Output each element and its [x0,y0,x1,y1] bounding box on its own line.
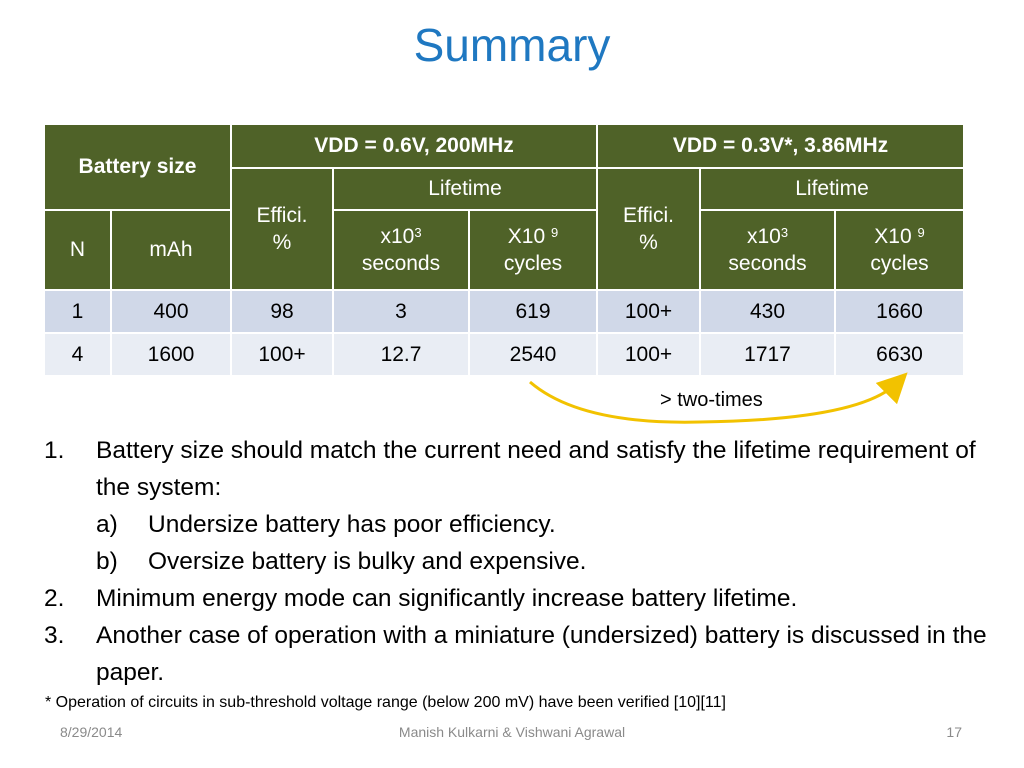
footnote: * Operation of circuits in sub-threshold… [45,694,726,711]
header-seconds-2: x103 seconds [699,209,836,291]
list-item: 2. Minimum energy mode can significantly… [44,580,1004,617]
list-letter: b) [96,548,118,575]
table-cell: 1600 [110,332,232,377]
header-lifetime-2: Lifetime [699,167,965,211]
list-text: Battery size should match the current ne… [96,437,976,501]
list-text: Oversize battery is bulky and expensive. [148,548,587,575]
table-cell: 1 [43,289,112,334]
header-cycles-2: X10 9 cycles [834,209,965,291]
list-number: 2. [44,585,65,612]
summary-table: Battery size VDD = 0.6V, 200MHz VDD = 0.… [43,123,965,377]
header-n: N [43,209,112,291]
footer-authors: Manish Kulkarni & Vishwani Agrawal [398,724,626,740]
table-cell: 1660 [834,289,965,334]
header-cycles-1: X10 9 cycles [468,209,598,291]
table-cell: 3 [332,289,470,334]
table-cell: 6630 [834,332,965,377]
list-subitem: a) Undersize battery has poor efficiency… [44,506,1004,543]
header-vdd-03: VDD = 0.3V*, 3.86MHz [596,123,965,169]
list-number: 3. [44,622,65,649]
list-text: Undersize battery has poor efficiency. [148,511,556,538]
header-mah: mAh [110,209,232,291]
header-efficiency-1: Effici.% [230,167,334,291]
table-cell: 619 [468,289,598,334]
table-cell: 100+ [230,332,334,377]
footer-page-number: 17 [946,724,962,740]
table-cell: 100+ [596,332,701,377]
table-cell: 4 [43,332,112,377]
list-item: 3. Another case of operation with a mini… [44,617,1004,691]
header-vdd-06: VDD = 0.6V, 200MHz [230,123,598,169]
table-cell: 400 [110,289,232,334]
slide-title: Summary [413,19,611,71]
header-efficiency-2: Effici.% [596,167,701,291]
list-text: Minimum energy mode can significantly in… [96,585,798,612]
summary-list: 1. Battery size should match the current… [44,432,1004,691]
header-lifetime-1: Lifetime [332,167,598,211]
table-cell: 1717 [699,332,836,377]
list-subitem: b) Oversize battery is bulky and expensi… [44,543,1004,580]
footer-date: 8/29/2014 [60,724,123,740]
table-cell: 12.7 [332,332,470,377]
list-item: 1. Battery size should match the current… [44,432,1004,506]
table-row: 1 400 98 3 619 100+ 430 1660 [43,289,965,334]
list-text: Another case of operation with a miniatu… [96,622,987,686]
table-cell: 98 [230,289,334,334]
table-cell: 430 [699,289,836,334]
header-seconds-1: x103 seconds [332,209,470,291]
table-cell: 2540 [468,332,598,377]
list-number: 1. [44,437,65,464]
two-times-label: > two-times [660,389,763,411]
list-letter: a) [96,511,118,538]
table-row: 4 1600 100+ 12.7 2540 100+ 1717 6630 [43,332,965,377]
header-battery-size: Battery size [43,123,232,211]
table-cell: 100+ [596,289,701,334]
